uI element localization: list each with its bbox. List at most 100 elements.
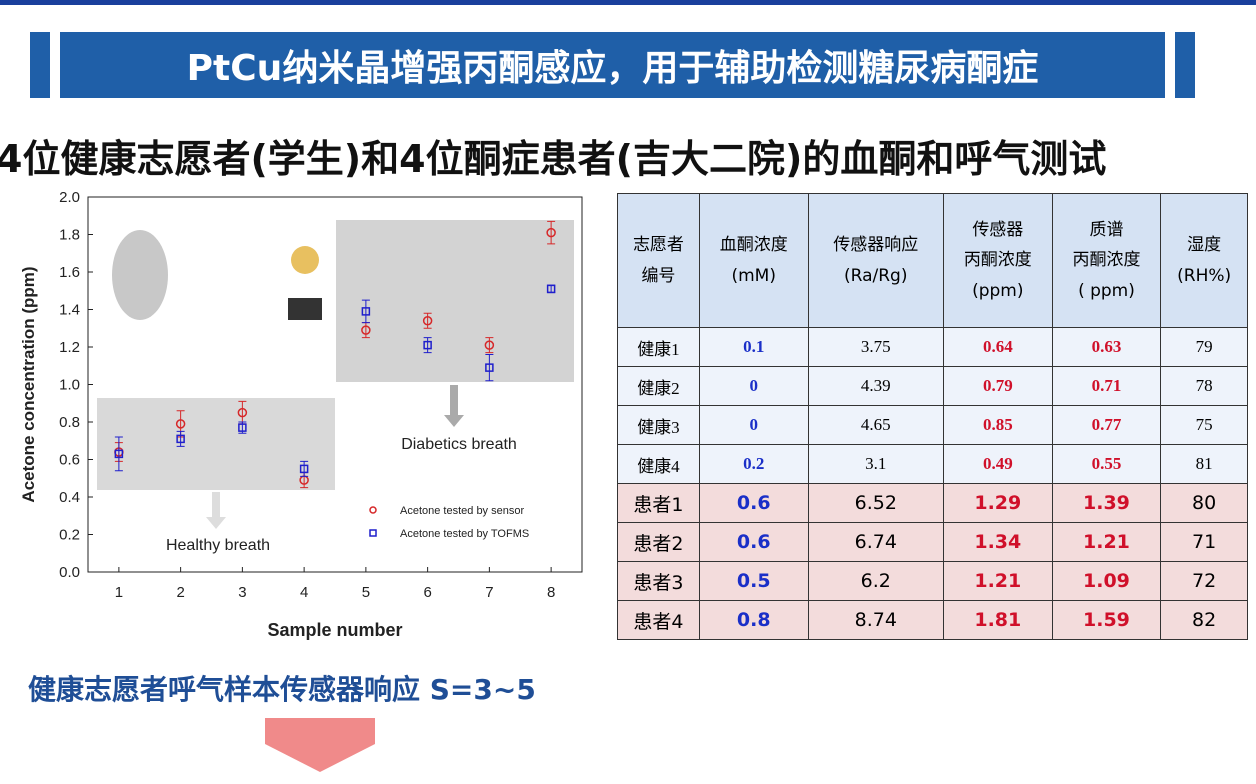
legend-label: Acetone tested by TOFMS (400, 528, 529, 540)
header-line: 丙酮浓度 (963, 250, 1032, 271)
y-tick-label: 1.0 (59, 377, 80, 394)
slide-title: PtCu纳米晶增强丙酮感应，用于辅助检测糖尿病酮症 (60, 32, 1165, 98)
x-tick-label: 2 (176, 584, 184, 601)
y-tick-label: 0.2 (59, 527, 80, 544)
header-cell: 志愿者 编号 (617, 193, 700, 328)
y-tick-label: 0.8 (59, 414, 80, 431)
table-cell: 0.8 (698, 600, 809, 640)
table-row: 健康2 0 4.39 0.79 0.71 78 (617, 366, 1248, 406)
arrow (206, 492, 226, 529)
arrow (444, 385, 464, 427)
table-cell: 71 (1160, 522, 1248, 562)
table-cell: 1.39 (1051, 483, 1162, 523)
table-cell: 82 (1160, 600, 1248, 640)
table-cell: 1.21 (942, 561, 1053, 601)
point (175, 419, 186, 429)
table-cell: 患者1 (617, 483, 700, 523)
y-tick-label: 0.4 (59, 489, 80, 506)
table-row: 患者4 0.8 8.74 1.81 1.59 82 (617, 600, 1248, 640)
y-tick-label: 0.0 (59, 564, 80, 581)
header-line: 传感器响应 (833, 234, 919, 255)
table-cell: 1.34 (942, 522, 1053, 562)
illustration (288, 298, 322, 320)
table-cell: 健康2 (617, 366, 700, 406)
table-cell: 1.59 (1051, 600, 1162, 640)
table-cell: 0.79 (942, 366, 1053, 406)
title-accent (30, 32, 50, 98)
header-line: (Ra/Rg) (844, 265, 908, 286)
error-bar (547, 220, 556, 245)
table-cell: 78 (1160, 366, 1248, 406)
header-line: 编号 (641, 265, 676, 286)
table-cell: 0.1 (698, 327, 809, 367)
table-cell: 6.74 (807, 522, 944, 562)
x-axis-label: Sample number (267, 620, 402, 640)
table-cell: 80 (1160, 483, 1248, 523)
top-bar (0, 0, 1256, 5)
table-cell: 患者3 (617, 561, 700, 601)
point (238, 423, 247, 432)
header-line: 志愿者 (632, 234, 684, 255)
table-cell: 72 (1160, 561, 1248, 601)
x-tick-label: 4 (300, 584, 308, 601)
arrow (265, 718, 375, 744)
header-cell: 血酮浓度 (mM) (698, 193, 809, 328)
legend-marker (369, 529, 377, 537)
table-cell: 3.75 (807, 327, 944, 367)
table-row: 患者2 0.6 6.74 1.34 1.21 71 (617, 522, 1248, 562)
header-line: 质谱 (1089, 219, 1124, 240)
header-line: 丙酮浓度 (1072, 250, 1141, 271)
title-accent (1175, 32, 1195, 98)
y-axis-label: Acetone concentration (ppm) (19, 266, 38, 502)
table-cell: 患者4 (617, 600, 700, 640)
point (484, 340, 495, 350)
header-line: 传感器 (972, 219, 1024, 240)
point (176, 434, 185, 444)
header-cell: 传感器响应 (Ra/Rg) (807, 193, 944, 328)
error-bar (300, 460, 309, 477)
chart: 0.0 0.2 0.4 0.6 0.8 1.0 1.2 1.4 1.6 1.8 2.0 1 2 3 4 5 6 7… (19, 189, 583, 640)
table-cell: 0.77 (1051, 405, 1162, 445)
y-tick-label: 1.4 (59, 302, 80, 319)
y-tick-label: 0.6 (59, 452, 80, 469)
table-cell: 0.49 (942, 444, 1053, 484)
diabetic-region (336, 220, 574, 382)
point (361, 325, 371, 335)
error-bar (423, 312, 432, 329)
table-cell: 75 (1160, 405, 1248, 445)
x-tick-label: 6 (423, 584, 431, 601)
header-cell: 传感器 丙酮浓度 (ppm) (942, 193, 1053, 328)
arrow (265, 744, 375, 772)
table-cell: 6.52 (807, 483, 944, 523)
table-row: 健康1 0.1 3.75 0.64 0.63 79 (617, 327, 1248, 367)
annotation: Healthy breath (166, 537, 270, 554)
table-cell: 79 (1160, 327, 1248, 367)
header-line: 湿度 (1187, 234, 1222, 255)
point (361, 307, 371, 316)
table-cell: 4.39 (807, 366, 944, 406)
point (546, 284, 556, 294)
error-bar (361, 299, 370, 324)
x-tick-label: 5 (362, 584, 370, 601)
illustration (291, 246, 319, 274)
header-line: ( ppm) (1078, 280, 1135, 301)
y-tick-label: 2.0 (59, 189, 80, 206)
error-bar (485, 337, 494, 354)
table-cell: 健康4 (617, 444, 700, 484)
table-cell: 3.1 (807, 444, 944, 484)
point (114, 449, 124, 459)
table-cell: 0.85 (942, 405, 1053, 445)
table-cell: 0.63 (1051, 327, 1162, 367)
point (299, 464, 309, 474)
illustration (112, 230, 168, 320)
table-cell: 1.29 (942, 483, 1053, 523)
table-cell: 0.6 (698, 483, 809, 523)
table-cell: 0.5 (698, 561, 809, 601)
table-cell: 8.74 (807, 600, 944, 640)
legend-label: Acetone tested by sensor (400, 505, 524, 517)
footer-text: 健康志愿者呼气样本传感器响应 S=3~5 (28, 673, 536, 706)
table-cell: 0.6 (698, 522, 809, 562)
table-cell: 4.65 (807, 405, 944, 445)
table-cell: 6.2 (807, 561, 944, 601)
